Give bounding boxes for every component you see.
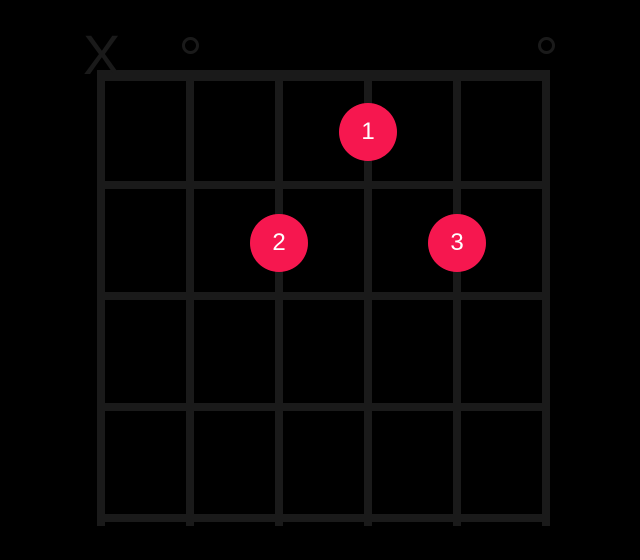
string-line-5 xyxy=(453,70,461,526)
string-line-2 xyxy=(186,70,194,526)
chord-diagram: X 1 2 3 xyxy=(97,70,542,526)
fret-line-2 xyxy=(97,292,542,300)
mute-marker-string-1: X xyxy=(83,22,120,87)
string-line-3 xyxy=(275,70,283,526)
string-line-6 xyxy=(542,70,550,526)
finger-dot-1: 1 xyxy=(339,103,397,161)
fret-line-4 xyxy=(97,514,542,522)
nut xyxy=(97,70,542,81)
finger-dot-2: 2 xyxy=(250,214,308,272)
string-line-1 xyxy=(97,70,105,526)
fret-line-3 xyxy=(97,403,542,411)
open-marker-string-6 xyxy=(538,37,555,54)
finger-dot-3: 3 xyxy=(428,214,486,272)
fret-line-1 xyxy=(97,181,542,189)
open-marker-string-2 xyxy=(182,37,199,54)
